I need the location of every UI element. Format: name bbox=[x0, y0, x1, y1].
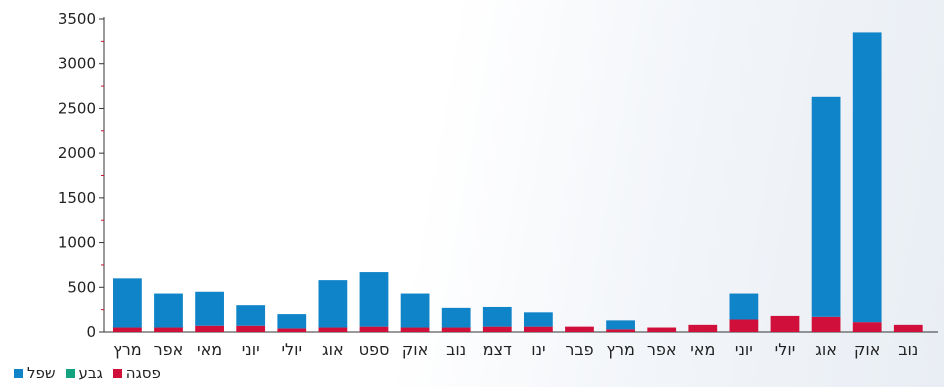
bar-2-16 bbox=[770, 315, 800, 332]
legend-swatch-low bbox=[14, 368, 23, 378]
bar-0-6 bbox=[359, 272, 389, 327]
legend-item-mid[interactable]: גבע bbox=[65, 364, 103, 382]
bar-0-5 bbox=[318, 280, 348, 328]
bar-2-4 bbox=[277, 328, 307, 332]
bar-2-0 bbox=[113, 327, 142, 332]
legend-label-low: שפל bbox=[27, 364, 56, 382]
bar-2-14 bbox=[688, 324, 718, 332]
bar-2-10 bbox=[524, 326, 553, 332]
bar-2-15 bbox=[729, 319, 759, 332]
bar-0-17 bbox=[811, 96, 841, 317]
x-tick-label-2: מאי bbox=[197, 340, 222, 359]
y-tick-label-2500: 2500 bbox=[58, 99, 96, 117]
legend-swatch-peak bbox=[112, 368, 122, 378]
x-tick-label-16: יולי bbox=[775, 340, 796, 359]
bar-0-1 bbox=[154, 293, 183, 328]
legend: שפל גבע פסגה bbox=[14, 364, 161, 382]
x-tick-label-10: ינו bbox=[531, 340, 545, 359]
y-tick-label-500: 500 bbox=[67, 278, 96, 296]
legend-swatch-mid bbox=[65, 368, 75, 378]
x-tick-label-1: אפר bbox=[154, 340, 184, 359]
x-tick-label-12: מרץ bbox=[606, 340, 635, 359]
legend-item-low[interactable]: שפל bbox=[14, 364, 56, 382]
x-tick-label-19: נוב bbox=[898, 340, 918, 359]
bar-2-5 bbox=[318, 327, 348, 332]
x-tick-label-6: ספט bbox=[359, 340, 390, 359]
y-tick-label-1000: 1000 bbox=[58, 234, 96, 252]
y-tick-label-2000: 2000 bbox=[58, 144, 96, 162]
x-tick-label-13: אפר bbox=[647, 340, 677, 359]
x-tick-label-7: אוק bbox=[402, 340, 428, 359]
bar-2-1 bbox=[154, 327, 183, 332]
x-tick-label-9: דצמ bbox=[483, 340, 512, 359]
bar-2-17 bbox=[811, 316, 841, 332]
x-tick-label-11: פבר bbox=[565, 340, 593, 359]
bar-0-9 bbox=[482, 306, 512, 327]
x-tick-label-5: אוג bbox=[322, 340, 344, 359]
bar-2-8 bbox=[441, 327, 471, 332]
x-tick-label-17: אוג bbox=[815, 340, 837, 359]
bar-2-6 bbox=[359, 326, 389, 332]
bar-2-3 bbox=[236, 325, 266, 332]
x-tick-label-18: אוק bbox=[854, 340, 880, 359]
x-tick-label-0: מרץ bbox=[113, 340, 142, 359]
bar-0-3 bbox=[236, 305, 266, 326]
bar-2-13 bbox=[647, 327, 677, 332]
bar-2-7 bbox=[400, 327, 430, 332]
bar-2-11 bbox=[565, 326, 594, 332]
bar-2-9 bbox=[482, 326, 512, 332]
bar-0-15 bbox=[729, 293, 759, 320]
legend-label-peak: פסגה bbox=[125, 364, 161, 382]
x-tick-label-4: יולי bbox=[281, 340, 302, 359]
stacked-bar-chart: 0 500 1000 1500 2000 2500 3000 3500 מרץ אפר מאי יונ… bbox=[58, 10, 938, 359]
bar-2-19 bbox=[893, 324, 923, 332]
bar-0-2 bbox=[195, 291, 224, 326]
bar-0-4 bbox=[277, 314, 307, 329]
x-tick-label-8: נוב bbox=[446, 340, 466, 359]
legend-label-mid: גבע bbox=[78, 364, 103, 382]
bar-0-8 bbox=[441, 307, 471, 328]
y-tick-label-1500: 1500 bbox=[58, 189, 96, 207]
bar-2-2 bbox=[195, 325, 224, 332]
bar-0-7 bbox=[400, 293, 430, 328]
legend-item-peak[interactable]: פסגה bbox=[112, 364, 161, 382]
x-tick-label-3: יוני bbox=[242, 340, 260, 359]
bar-2-18 bbox=[852, 322, 882, 332]
x-tick-label-15: יוני bbox=[735, 340, 753, 359]
bar-0-10 bbox=[524, 312, 553, 327]
y-tick-label-3500: 3500 bbox=[58, 10, 96, 28]
bar-0-12 bbox=[606, 320, 635, 330]
y-tick-label-3000: 3000 bbox=[58, 55, 96, 73]
bar-2-12 bbox=[606, 329, 635, 332]
y-tick-label-0: 0 bbox=[86, 323, 96, 341]
x-tick-label-14: מאי bbox=[690, 340, 715, 359]
bar-0-18 bbox=[852, 32, 882, 323]
bar-0-0 bbox=[113, 278, 142, 328]
